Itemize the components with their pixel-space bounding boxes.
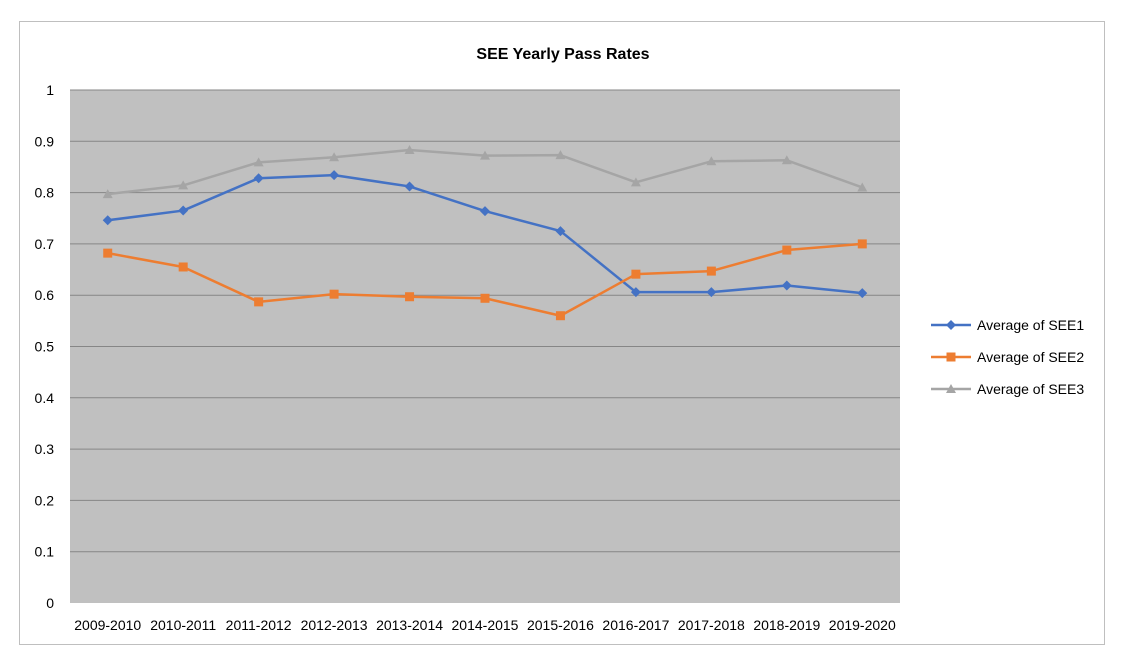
data-point — [630, 177, 641, 187]
legend-label: Average of SEE2 — [977, 349, 1084, 365]
legend-label: Average of SEE1 — [977, 317, 1084, 333]
y-tick-label: 0.3 — [35, 441, 55, 457]
y-tick-label: 0.7 — [35, 236, 55, 252]
x-tick-label: 2011-2012 — [226, 617, 292, 633]
series-2 — [103, 239, 867, 321]
data-point — [102, 215, 113, 226]
data-point — [404, 145, 415, 155]
series-layer — [102, 145, 868, 321]
y-tick-label: 1 — [46, 82, 54, 98]
data-point — [253, 157, 264, 167]
data-point — [555, 226, 566, 237]
chart-svg: SEE Yearly Pass Rates 0 0.1 0.2 0.3 0.4 0.5 0.… — [35, 46, 1085, 633]
y-tick-label: 0 — [46, 595, 54, 611]
x-tick-label: 2013-2014 — [376, 617, 443, 633]
chart-title: SEE Yearly Pass Rates — [476, 46, 649, 63]
data-point — [782, 245, 792, 255]
legend-item: Average of SEE2 — [931, 349, 1084, 365]
data-point — [404, 181, 415, 192]
data-point — [480, 206, 490, 217]
data-point — [480, 150, 490, 160]
legend-label: Average of SEE3 — [977, 381, 1084, 397]
data-point — [178, 205, 189, 216]
data-point — [329, 152, 340, 162]
x-tick-label: 2015-2016 — [527, 617, 594, 633]
data-point — [329, 170, 340, 181]
data-point — [630, 287, 641, 298]
y-tick-label: 0.5 — [35, 339, 55, 355]
y-tick-label: 0.9 — [35, 133, 55, 149]
y-tick-label: 0.4 — [35, 390, 55, 406]
y-tick-label: 0.1 — [35, 544, 55, 560]
data-point — [706, 287, 717, 298]
y-axis-ticks: 0 0.1 0.2 0.3 0.4 0.5 0.6 0.7 0.8 0.9 1 — [35, 82, 55, 611]
data-point — [781, 280, 792, 291]
series-3 — [102, 145, 868, 199]
data-point — [178, 262, 188, 272]
legend-marker — [946, 320, 956, 330]
legend-item: Average of SEE1 — [931, 317, 1084, 333]
legend-marker — [946, 352, 956, 362]
chart-frame: SEE Yearly Pass Rates 0 0.1 0.2 0.3 0.4 0.5 0.… — [19, 21, 1105, 645]
data-point — [405, 292, 415, 302]
x-tick-label: 2017-2018 — [678, 617, 745, 633]
x-tick-label: 2016-2017 — [602, 617, 669, 633]
data-point — [102, 189, 113, 199]
series-1 — [102, 170, 868, 299]
data-point — [857, 182, 868, 192]
y-tick-label: 0.2 — [35, 492, 55, 508]
y-tick-label: 0.8 — [35, 185, 55, 201]
x-tick-label: 2010-2011 — [150, 617, 216, 633]
data-point — [178, 180, 189, 190]
x-tick-label: 2018-2019 — [753, 617, 820, 633]
x-axis-ticks: 2009-2010 2010-2011 2011-2012 2012-2013 2013… — [74, 617, 896, 633]
x-tick-label: 2012-2013 — [301, 617, 368, 633]
data-point — [329, 289, 339, 299]
x-tick-label: 2014-2015 — [452, 617, 519, 633]
data-point — [857, 288, 868, 299]
x-tick-label: 2009-2010 — [74, 617, 141, 633]
x-tick-label: 2019-2020 — [829, 617, 896, 633]
data-point — [103, 248, 113, 258]
legend-item: Average of SEE3 — [931, 381, 1084, 397]
legend-marker — [946, 384, 956, 393]
data-point — [706, 266, 716, 276]
y-tick-label: 0.6 — [35, 287, 55, 303]
data-point — [555, 311, 565, 321]
legend: Average of SEE1 Average of SEE2 Average of… — [931, 317, 1084, 397]
data-point — [631, 269, 641, 279]
data-point — [857, 239, 867, 249]
data-point — [781, 155, 792, 165]
data-point — [706, 156, 717, 166]
data-point — [555, 150, 566, 160]
data-point — [254, 297, 264, 307]
data-point — [480, 293, 490, 303]
